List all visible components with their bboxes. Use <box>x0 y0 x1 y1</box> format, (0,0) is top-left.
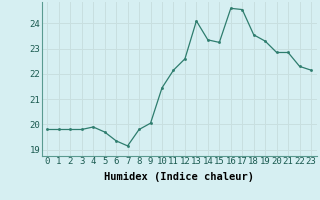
X-axis label: Humidex (Indice chaleur): Humidex (Indice chaleur) <box>104 172 254 182</box>
